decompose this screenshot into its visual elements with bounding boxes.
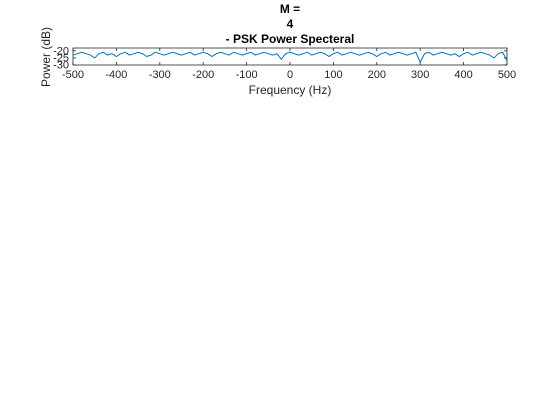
chart-title-line-1: M =: [280, 2, 300, 16]
y-tick-label: -30: [53, 60, 69, 72]
y-tick-label: -25: [53, 52, 69, 64]
x-tick-label: 500: [498, 69, 516, 81]
x-tick-label: 100: [324, 69, 342, 81]
x-tick-label: 300: [411, 69, 429, 81]
chart-title-line-3: - PSK Power Specteral: [226, 32, 355, 46]
y-tick-label: -20: [53, 45, 69, 57]
y-axis-label: Power (dB): [39, 27, 53, 87]
x-tick-label: -400: [105, 69, 127, 81]
series-line: [72, 51, 508, 64]
x-axis: -500 -400 -300 -200 -100 0 100 200 300 400 500: [62, 48, 516, 81]
x-axis-label: Frequency (Hz): [249, 83, 332, 97]
x-tick-label: -200: [192, 69, 214, 81]
x-tick-label: 200: [368, 69, 386, 81]
x-tick-label: -300: [149, 69, 171, 81]
y-axis: -20-25-30: [53, 45, 507, 72]
x-tick-label: 400: [454, 69, 472, 81]
chart-title-line-2: 4: [287, 17, 294, 31]
x-tick-label: 0: [287, 69, 293, 81]
x-tick-label: -500: [62, 69, 84, 81]
x-tick-label: -100: [236, 69, 258, 81]
